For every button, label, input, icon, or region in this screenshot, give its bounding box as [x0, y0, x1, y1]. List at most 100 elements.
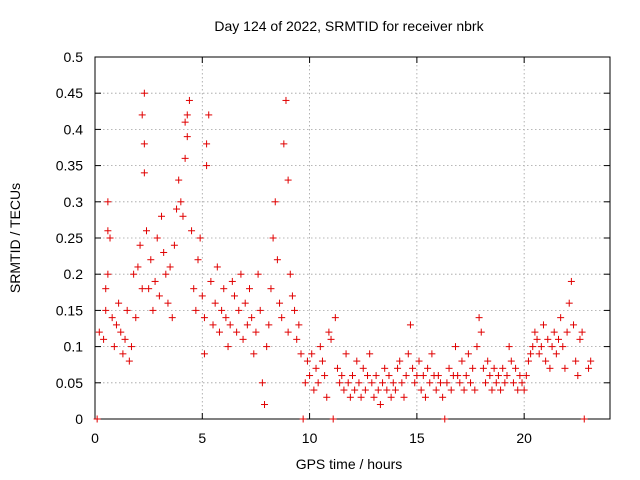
data-point	[361, 386, 369, 394]
data-point	[415, 357, 423, 365]
data-point	[477, 328, 485, 336]
data-point	[385, 372, 393, 380]
data-point	[578, 328, 586, 336]
data-point	[243, 321, 251, 329]
data-point	[464, 350, 472, 358]
data-point	[263, 343, 271, 351]
data-point	[211, 299, 219, 307]
data-point	[230, 292, 238, 300]
data-point	[314, 379, 322, 387]
data-point	[183, 111, 191, 119]
data-point	[194, 256, 202, 264]
data-point	[533, 335, 541, 343]
data-point	[203, 140, 211, 148]
data-point	[119, 350, 127, 358]
data-point	[570, 321, 578, 329]
y-axis-label: SRMTID / TECUs	[7, 183, 23, 293]
data-point	[215, 328, 223, 336]
data-point	[550, 328, 558, 336]
data-point	[436, 379, 444, 387]
data-point	[329, 415, 337, 423]
data-point	[239, 335, 247, 343]
data-point	[138, 285, 146, 293]
data-point	[458, 357, 466, 365]
data-point	[140, 89, 148, 97]
data-point	[548, 343, 556, 351]
data-point	[531, 328, 539, 336]
data-point	[400, 393, 408, 401]
data-point	[394, 364, 402, 372]
data-point	[349, 372, 356, 380]
data-point	[130, 270, 138, 278]
data-point	[192, 306, 200, 314]
data-point	[364, 372, 372, 380]
data-point	[218, 306, 226, 314]
data-point	[181, 118, 189, 126]
x-axis-label: GPS time / hours	[296, 456, 403, 472]
data-point	[447, 386, 455, 394]
data-point	[494, 372, 502, 380]
data-point	[552, 350, 560, 358]
data-point	[140, 140, 148, 148]
data-point	[445, 364, 453, 372]
data-point	[303, 357, 311, 365]
y-tick-label: 0.5	[64, 49, 84, 65]
data-point	[567, 277, 575, 285]
data-point	[175, 176, 183, 184]
x-tick-label: 5	[198, 430, 206, 446]
data-point	[537, 343, 545, 351]
data-point	[346, 393, 354, 401]
data-point	[321, 372, 329, 380]
data-point	[121, 335, 129, 343]
data-point	[273, 256, 281, 264]
data-point	[312, 364, 320, 372]
y-tick-label: 0.05	[56, 375, 83, 391]
data-point	[100, 335, 108, 343]
data-point	[559, 343, 567, 351]
data-point	[323, 393, 331, 401]
data-point	[177, 198, 185, 206]
data-point	[441, 415, 449, 423]
data-point	[222, 314, 230, 322]
data-point	[544, 335, 552, 343]
data-point	[104, 227, 112, 235]
data-point	[539, 321, 547, 329]
data-point	[396, 357, 404, 365]
data-point	[520, 386, 528, 394]
data-point	[228, 277, 236, 285]
data-point	[265, 321, 273, 329]
data-point	[507, 357, 515, 365]
data-point	[145, 285, 153, 293]
data-point	[370, 393, 378, 401]
data-point	[580, 415, 588, 423]
data-point	[123, 306, 131, 314]
data-point	[102, 306, 110, 314]
x-axis: 0 5 10 15 20	[91, 57, 532, 446]
data-point	[310, 386, 318, 394]
data-point	[256, 306, 264, 314]
data-point	[261, 401, 269, 409]
y-tick-label: 0.3	[64, 194, 84, 210]
data-point	[106, 234, 114, 242]
data-point	[207, 277, 215, 285]
data-point	[220, 285, 228, 293]
data-point	[357, 393, 365, 401]
grid-lines	[95, 57, 610, 419]
data-point	[542, 357, 550, 365]
data-point	[198, 292, 206, 300]
y-tick-label: 0.25	[56, 230, 83, 246]
data-point	[473, 343, 481, 351]
data-point	[291, 306, 299, 314]
chart-title: Day 124 of 2022, SRMTID for receiver nbr…	[214, 18, 484, 34]
data-point	[456, 379, 464, 387]
y-tick-label: 0.35	[56, 158, 83, 174]
data-point	[467, 379, 475, 387]
data-point	[342, 350, 350, 358]
data-point	[235, 306, 243, 314]
data-point	[432, 386, 440, 394]
data-point	[173, 205, 181, 213]
data-point	[188, 227, 196, 235]
data-point	[529, 343, 537, 351]
data-point	[258, 379, 266, 387]
data-point	[333, 364, 341, 372]
